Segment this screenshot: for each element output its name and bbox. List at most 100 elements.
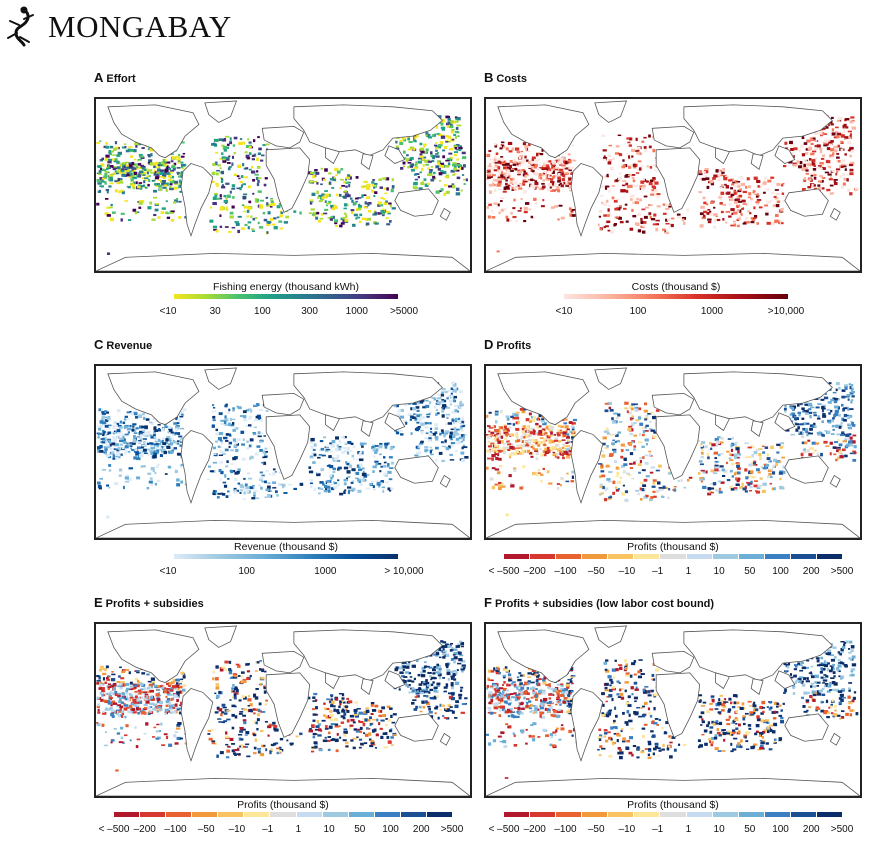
landmass [440, 475, 450, 487]
colorbar-tick-label: >10,000 [768, 306, 804, 317]
colorbar-tick-label: 100 [772, 824, 789, 835]
colorbar-tick-label: 100 [630, 306, 647, 317]
landmass [656, 148, 700, 213]
landmass [108, 105, 199, 158]
colorbar-tick-label: 1000 [701, 306, 723, 317]
landmass [395, 456, 439, 483]
colorbar-swatch [427, 812, 452, 817]
colorbar-swatch [817, 554, 842, 559]
landmass [595, 101, 627, 123]
legend-title: Costs (thousand $) [564, 281, 788, 293]
colorbar-swatch [817, 812, 842, 817]
colorbar-tick-label: 200 [803, 566, 820, 577]
panel-letter: F [484, 595, 492, 610]
colorbar-tick-label: 1 [686, 566, 692, 577]
colorbar-tick-label: < –500 [99, 824, 130, 835]
map-canvas [96, 366, 470, 538]
panel-letter: B [484, 70, 493, 85]
colorbar-swatch [739, 554, 764, 559]
landmass [785, 189, 829, 216]
colorbar [504, 554, 842, 559]
legend-title: Profits (thousand $) [504, 799, 842, 811]
colorbar [564, 294, 788, 299]
colorbar-tick-label: –50 [588, 566, 605, 577]
landmass [595, 626, 627, 648]
colorbar-tick-label: 100 [254, 306, 271, 317]
landmass [498, 630, 589, 683]
landmass [205, 101, 237, 123]
colorbar-tick-label: –100 [554, 824, 576, 835]
colorbar-tick-label: >500 [831, 566, 854, 577]
landmass [361, 679, 373, 695]
colorbar-tick-label: 100 [772, 566, 789, 577]
brand-name: MONGABAY [48, 9, 232, 45]
colorbar-tick-label: >500 [441, 824, 464, 835]
gecko-icon [2, 5, 42, 49]
colorbar-swatch [791, 812, 816, 817]
colorbar-swatch [556, 812, 581, 817]
colorbar-swatch [192, 812, 217, 817]
legend-title: Profits (thousand $) [504, 541, 842, 553]
map-canvas [486, 99, 860, 271]
colorbar-swatch [582, 812, 607, 817]
landmass [498, 105, 589, 158]
colorbar-tick-label: >5000 [390, 306, 418, 317]
brand-logo[interactable]: MONGABAY [2, 4, 232, 50]
colorbar-swatch [608, 554, 633, 559]
colorbar [174, 554, 398, 559]
world-map [484, 97, 862, 273]
landmass [205, 368, 237, 390]
panel-title-text: Profits + subsidies (low labor cost boun… [495, 598, 714, 610]
map-canvas [486, 366, 860, 538]
colorbar-tick-label: –1 [652, 566, 663, 577]
colorbar-tick-label: <10 [160, 306, 177, 317]
colorbar-swatch [401, 812, 426, 817]
landmass [108, 630, 199, 683]
world-map [484, 364, 862, 540]
map-canvas [486, 624, 860, 796]
colorbar-tick-label: –1 [262, 824, 273, 835]
panel-title-text: Profits + subsidies [106, 598, 204, 610]
panel-title-text: Costs [496, 73, 527, 85]
colorbar [174, 294, 398, 299]
landmass [830, 475, 840, 487]
colorbar-tick-label: –50 [198, 824, 215, 835]
colorbar-tick-label: –200 [524, 566, 546, 577]
landmass [486, 253, 860, 271]
landmass [395, 189, 439, 216]
landmass [266, 415, 310, 480]
landmass [181, 689, 213, 761]
panel-title-text: Revenue [106, 340, 152, 352]
landmass [830, 208, 840, 220]
colorbar-tick-label: 200 [803, 824, 820, 835]
colorbar-tick-label: 50 [744, 824, 755, 835]
colorbar-tick-label: <10 [160, 566, 177, 577]
colorbar-swatch [270, 812, 295, 817]
colorbar-swatch [765, 554, 790, 559]
colorbar-swatch [504, 812, 529, 817]
colorbar-tick-label: –1 [652, 824, 663, 835]
colorbar-tick-label: –200 [134, 824, 156, 835]
panel-letter: C [94, 337, 103, 352]
world-map [484, 622, 862, 798]
colorbar-tick-label: –100 [164, 824, 186, 835]
colorbar-swatch [660, 812, 685, 817]
colorbar-tick-label: 200 [413, 824, 430, 835]
landmass [656, 415, 700, 480]
colorbar-swatch [687, 812, 712, 817]
colorbar-tick-label: 1000 [314, 566, 336, 577]
landmass [785, 456, 829, 483]
panel-title-text: Effort [106, 73, 135, 85]
landmass [440, 208, 450, 220]
landmass [486, 520, 860, 538]
landmass [652, 126, 694, 148]
coastline-outlines [96, 101, 470, 271]
panel-letter: E [94, 595, 103, 610]
colorbar-tick-label: 10 [714, 824, 725, 835]
landmass [385, 413, 405, 431]
